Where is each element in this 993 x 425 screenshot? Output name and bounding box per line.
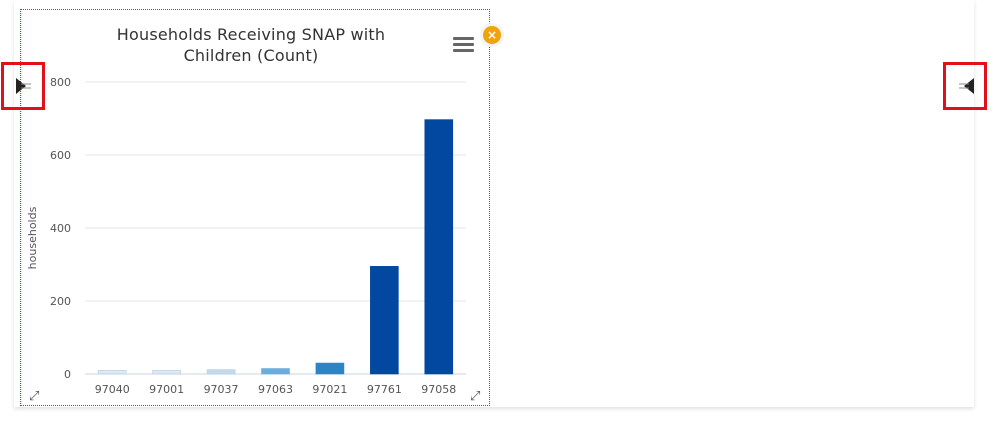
expand-left-arrow-icon xyxy=(959,78,974,94)
x-tick-label: 97001 xyxy=(149,383,184,396)
bar-chart: 0 200 400 600 800 97040 97001 97037 97063 97021 97… xyxy=(26,76,466,396)
y-tick-label: 200 xyxy=(50,295,71,308)
bar-97021 xyxy=(315,362,345,375)
x-tick-label: 97063 xyxy=(258,383,293,396)
left-panel-toggle[interactable] xyxy=(1,62,45,110)
x-tick-label: 97058 xyxy=(421,383,456,396)
bar-97058 xyxy=(424,119,454,375)
y-tick-label: 400 xyxy=(50,222,71,235)
x-tick-label: 97037 xyxy=(204,383,239,396)
close-circle-icon[interactable]: × xyxy=(483,26,501,44)
bar-97037 xyxy=(206,369,236,375)
bar-97040 xyxy=(97,370,127,375)
chart-title: Households Receiving SNAP with Children … xyxy=(116,25,386,65)
expand-right-arrow-icon xyxy=(16,78,31,94)
y-tick-label: 800 xyxy=(50,76,71,89)
bar-97761 xyxy=(370,266,399,375)
y-tick-label: 0 xyxy=(64,368,71,381)
y-tick-label: 600 xyxy=(50,149,71,162)
x-tick-label: 97040 xyxy=(95,383,130,396)
chart-widget[interactable]: 0 200 400 600 800 97040 97001 97037 97063 97021 97… xyxy=(20,9,501,406)
bar-97001 xyxy=(152,370,181,375)
hamburger-menu-icon[interactable] xyxy=(453,37,474,55)
y-axis-title: households xyxy=(26,206,39,269)
bar-97063 xyxy=(261,368,290,375)
resize-handle-right-icon[interactable]: ⤢ xyxy=(470,389,481,404)
resize-handle-left-icon[interactable]: ⤢ xyxy=(29,389,40,404)
x-tick-label: 97761 xyxy=(367,383,402,396)
right-panel-toggle[interactable] xyxy=(943,62,987,110)
x-tick-label: 97021 xyxy=(312,383,347,396)
